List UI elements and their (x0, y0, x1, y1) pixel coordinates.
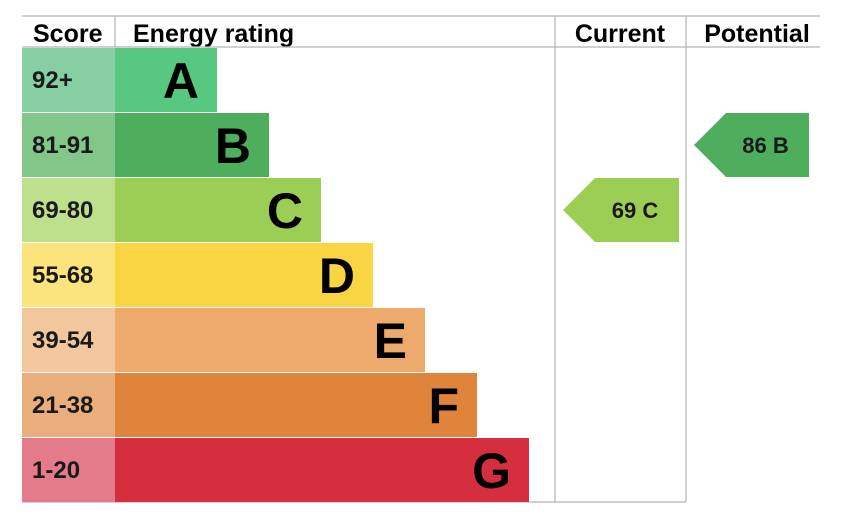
rating-bar-a (115, 48, 217, 112)
rating-letter-g: G (472, 443, 511, 499)
rating-bar-f (115, 373, 477, 437)
rating-letter-e: E (374, 313, 407, 369)
rating-letter-b: B (215, 118, 251, 174)
score-cell-d (22, 243, 115, 307)
score-cell-b (22, 113, 115, 177)
rating-bands: 92+ A 81-91 B 69-80 C 55-68 D 39-54 E 21-38 F 1-20 G (22, 48, 529, 502)
header-score: Score (33, 20, 103, 48)
potential-arrow-label: 86 B (742, 133, 788, 158)
score-label-a: 92+ (32, 67, 73, 94)
rating-bar-b (115, 113, 269, 177)
rating-letter-c: C (267, 183, 303, 239)
header-potential: Potential (704, 20, 810, 48)
potential-arrow (694, 113, 809, 177)
score-label-g: 1-20 (32, 457, 80, 484)
header-energy-rating: Energy rating (133, 20, 294, 48)
current-arrow (563, 178, 679, 242)
rating-bar-e (115, 308, 425, 372)
header-current: Current (575, 20, 666, 48)
score-label-b: 81-91 (32, 132, 93, 159)
score-label-e: 39-54 (32, 327, 94, 354)
score-label-c: 69-80 (32, 197, 93, 224)
rating-bar-g (115, 438, 529, 502)
score-cell-a (22, 48, 115, 112)
rating-bar-d (115, 243, 373, 307)
score-cell-f (22, 373, 115, 437)
rating-letter-a: A (163, 53, 199, 109)
current-arrow-label: 69 C (612, 198, 659, 223)
score-cell-g (22, 438, 115, 502)
rating-letter-d: D (319, 248, 355, 304)
score-cell-c (22, 178, 115, 242)
rating-arrows: 69 C 86 B (563, 113, 809, 242)
rating-bar-c (115, 178, 321, 242)
rating-letter-f: F (428, 378, 459, 434)
score-label-f: 21-38 (32, 392, 93, 419)
score-cell-e (22, 308, 115, 372)
score-label-d: 55-68 (32, 262, 93, 289)
